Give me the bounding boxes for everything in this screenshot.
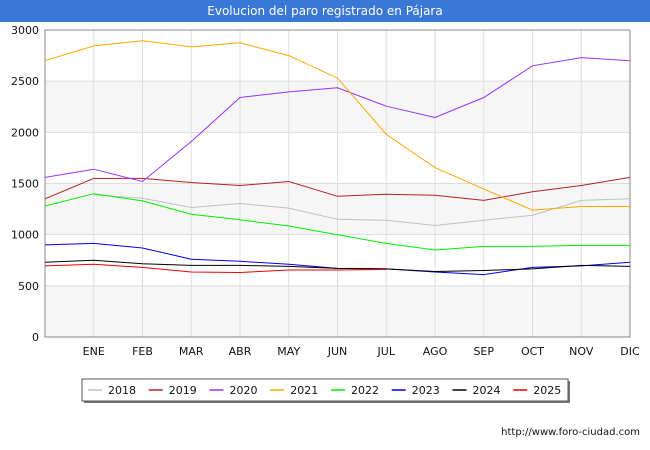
- legend-label-2022: 2022: [351, 384, 379, 397]
- series-line-2020: [44, 57, 631, 183]
- x-tick-label: ABR: [229, 345, 252, 358]
- legend: 2018 2019 2020 2021 2022 2023 2024 2025: [81, 378, 569, 402]
- source-credit: http://www.foro-ciudad.com: [501, 427, 640, 438]
- series-line-2019: [44, 176, 631, 201]
- legend-box: [81, 378, 569, 402]
- x-tick-label: ENE: [83, 345, 105, 358]
- legend-label-2019: 2019: [169, 384, 197, 397]
- legend-label-2024: 2024: [473, 384, 501, 397]
- legend-label-2025: 2025: [533, 384, 561, 397]
- series-line-2022: [44, 193, 630, 251]
- x-tick-label: MAR: [179, 345, 204, 358]
- x-tick-label: MAY: [277, 345, 300, 358]
- legend-label-2023: 2023: [412, 384, 440, 397]
- legend-label-2020: 2020: [230, 384, 258, 397]
- y-tick-label: 1500: [11, 178, 39, 191]
- x-tick-label: SEP: [473, 345, 494, 358]
- y-tick-label: 3000: [11, 24, 39, 37]
- legend-label-2021: 2021: [290, 384, 318, 397]
- x-tick-label: FEB: [132, 345, 153, 358]
- x-tick-label: OCT: [521, 345, 544, 358]
- series-line-2018: [93, 194, 631, 227]
- series-line-2025: [44, 263, 387, 274]
- series-line-2021: [44, 40, 630, 211]
- y-tick-label: 2000: [11, 126, 39, 139]
- legend-label-2018: 2018: [108, 384, 136, 397]
- x-tick-label: NOV: [569, 345, 594, 358]
- series-line-2024: [44, 259, 631, 273]
- y-tick-label: 2500: [11, 75, 39, 88]
- y-tick-label: 0: [32, 331, 39, 344]
- y-tick-label: 1000: [11, 229, 39, 242]
- plot-frame: [44, 29, 631, 338]
- x-tick-label: JUL: [377, 345, 396, 358]
- chart-title: Evolucion del paro registrado en Pájara: [0, 0, 650, 22]
- x-tick-label: JUN: [327, 345, 348, 358]
- x-tick-label: DIC: [620, 345, 640, 358]
- y-tick-label: 500: [18, 280, 39, 293]
- x-tick-label: AGO: [423, 345, 448, 358]
